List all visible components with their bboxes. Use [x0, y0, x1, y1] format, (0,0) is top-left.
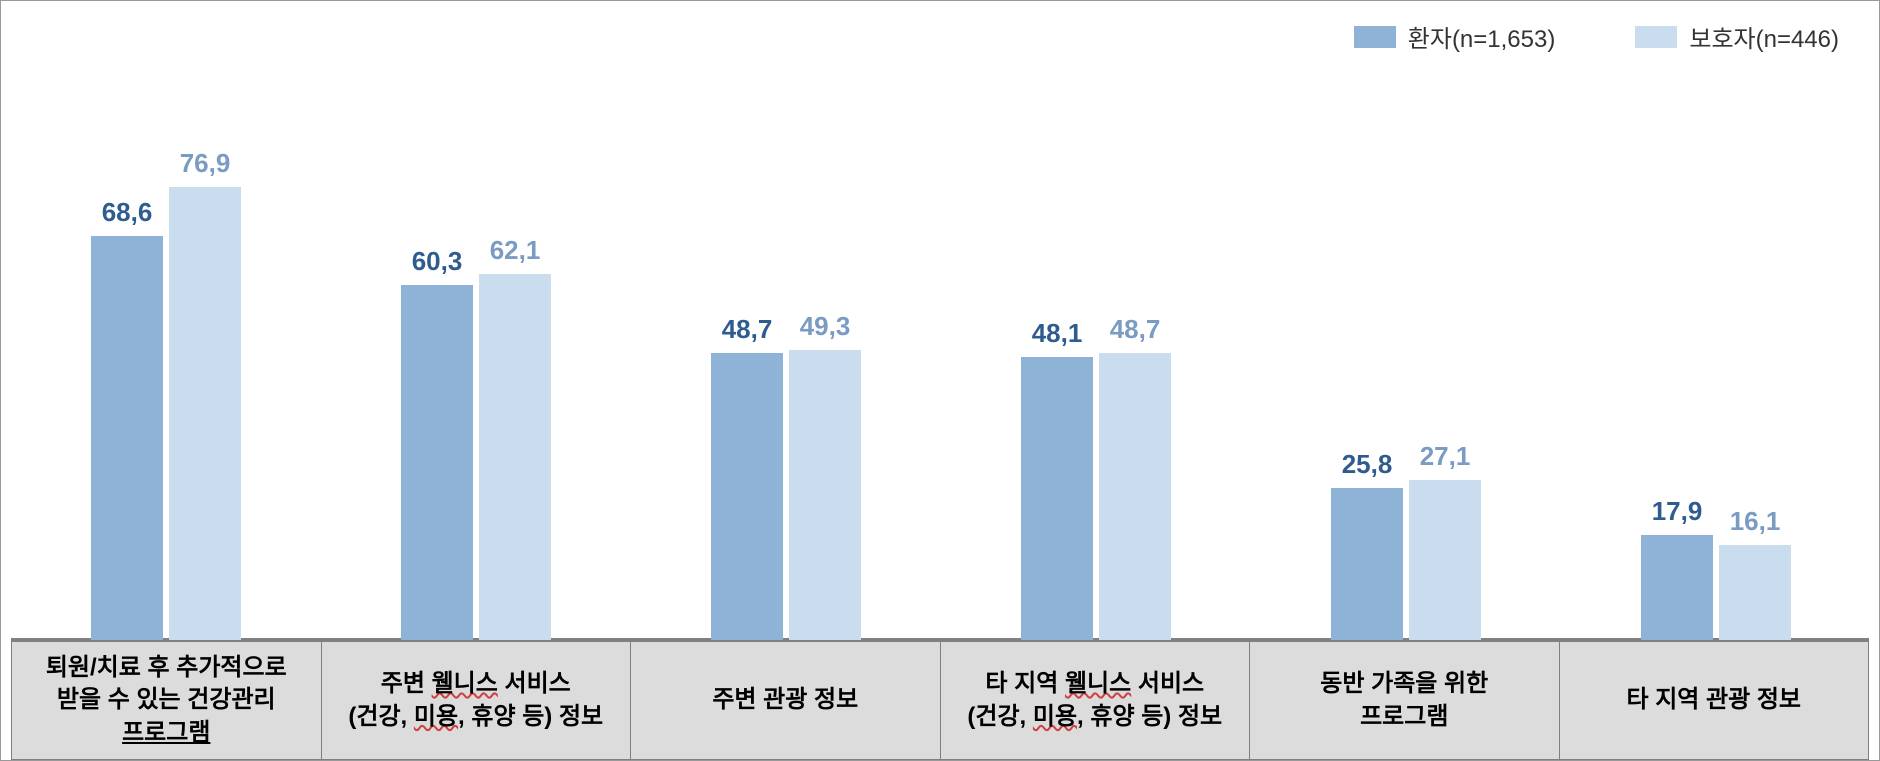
- bar-rect: [711, 353, 783, 640]
- bar-value-label: 76,9: [135, 148, 275, 179]
- x-axis-label: 동반 가족을 위한프로그램: [1249, 642, 1559, 760]
- bar-rect: [479, 274, 551, 640]
- bar-group: 25,827,1: [1251, 480, 1561, 640]
- bar-value-label: 16,1: [1685, 506, 1825, 537]
- plot-area: 68,676,960,362,148,749,348,148,725,827,1…: [11, 71, 1869, 640]
- bar-rect: [401, 285, 473, 640]
- bar-guardian: 76,9: [169, 187, 241, 640]
- legend: 환자(n=1,653) 보호자(n=446): [1354, 19, 1839, 54]
- bar-value-label: 27,1: [1375, 441, 1515, 472]
- legend-item-guardian: 보호자(n=446): [1635, 19, 1839, 54]
- bar-rect: [91, 236, 163, 640]
- x-axis-label: 주변 웰니스 서비스(건강, 미용, 휴양 등) 정보: [321, 642, 631, 760]
- bar-rect: [169, 187, 241, 640]
- bar-guardian: 49,3: [789, 350, 861, 640]
- bar-value-label: 49,3: [755, 311, 895, 342]
- bar-rect: [1719, 545, 1791, 640]
- legend-swatch-guardian: [1635, 26, 1677, 48]
- x-axis: 퇴원/치료 후 추가적으로받을 수 있는 건강관리프로그램주변 웰니스 서비스(…: [11, 640, 1869, 760]
- legend-swatch-patient: [1354, 26, 1396, 48]
- bar-group: 60,362,1: [321, 274, 631, 640]
- bar-patient: 60,3: [401, 285, 473, 640]
- bar-patient: 25,8: [1331, 488, 1403, 640]
- bar-rect: [1099, 353, 1171, 640]
- bar-patient: 17,9: [1641, 535, 1713, 640]
- bar-value-label: 62,1: [445, 235, 585, 266]
- x-axis-label: 타 지역 웰니스 서비스(건강, 미용, 휴양 등) 정보: [940, 642, 1250, 760]
- chart-container: 환자(n=1,653) 보호자(n=446) 68,676,960,362,14…: [0, 0, 1880, 761]
- bar-guardian: 48,7: [1099, 353, 1171, 640]
- bar-rect: [1331, 488, 1403, 640]
- bar-patient: 68,6: [91, 236, 163, 640]
- x-axis-label: 주변 관광 정보: [630, 642, 940, 760]
- bar-value-label: 48,7: [1065, 314, 1205, 345]
- bar-rect: [789, 350, 861, 640]
- bar-guardian: 62,1: [479, 274, 551, 640]
- bar-group: 48,148,7: [941, 353, 1251, 640]
- bar-rect: [1641, 535, 1713, 640]
- bar-guardian: 16,1: [1719, 545, 1791, 640]
- x-axis-label: 퇴원/치료 후 추가적으로받을 수 있는 건강관리프로그램: [11, 642, 321, 760]
- bar-guardian: 27,1: [1409, 480, 1481, 640]
- bar-rect: [1021, 357, 1093, 640]
- bar-rect: [1409, 480, 1481, 640]
- bar-group: 68,676,9: [11, 187, 321, 640]
- x-axis-label: 타 지역 관광 정보: [1559, 642, 1870, 760]
- bar-patient: 48,1: [1021, 357, 1093, 640]
- legend-label-guardian: 보호자(n=446): [1689, 19, 1839, 54]
- bar-group: 48,749,3: [631, 350, 941, 640]
- legend-label-patient: 환자(n=1,653): [1408, 19, 1556, 54]
- legend-item-patient: 환자(n=1,653): [1354, 19, 1556, 54]
- bar-group: 17,916,1: [1561, 535, 1871, 640]
- bar-patient: 48,7: [711, 353, 783, 640]
